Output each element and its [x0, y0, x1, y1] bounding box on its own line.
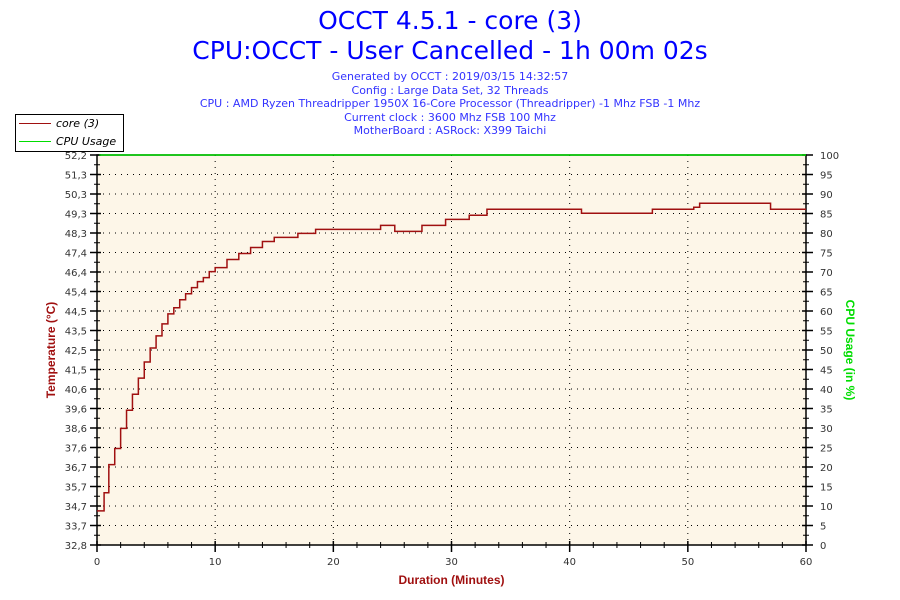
legend-label-core: core (3) — [56, 117, 100, 130]
x-axis-label: Duration (Minutes) — [399, 573, 505, 587]
y2-tick-label: 0 — [820, 541, 826, 552]
y-tick-label: 41,5 — [65, 366, 87, 377]
info-config: Config : Large Data Set, 32 Threads — [351, 83, 549, 97]
y-tick-label: 43,5 — [65, 327, 87, 338]
y-tick-label: 37,6 — [65, 444, 87, 455]
y2-tick-label: 60 — [820, 307, 833, 318]
y2-tick-label: 45 — [820, 366, 833, 377]
y-tick-label: 51,3 — [65, 171, 87, 182]
legend: core (3) CPU Usage — [15, 114, 124, 152]
y2-tick-label: 5 — [820, 522, 826, 533]
system-info: Generated by OCCT : 2019/03/15 14:32:57 … — [0, 70, 900, 138]
y2-tick-label: 65 — [820, 288, 833, 299]
legend-swatch-cpu-usage — [19, 141, 51, 142]
y-tick-label: 36,7 — [65, 463, 87, 474]
y2-tick-label: 95 — [820, 171, 833, 182]
y-tick-label: 52,2 — [65, 151, 87, 162]
y-tick-label: 50,3 — [65, 190, 87, 201]
y-tick-label: 45,4 — [65, 288, 87, 299]
y-tick-label: 42,5 — [65, 346, 87, 357]
chart-subtitle: CPU:OCCT - User Cancelled - 1h 00m 02s — [192, 36, 708, 65]
y2-tick-label: 25 — [820, 444, 833, 455]
y-tick-label: 33,7 — [65, 522, 87, 533]
y-tick-label: 46,4 — [65, 268, 87, 279]
y2-tick-label: 80 — [820, 229, 833, 240]
info-generated: Generated by OCCT : 2019/03/15 14:32:57 — [331, 70, 569, 83]
y2-tick-label: 20 — [820, 463, 833, 474]
y2-tick-label: 50 — [820, 346, 833, 357]
info-motherboard: MotherBoard : ASRock: X399 Taichi — [353, 124, 547, 137]
x-tick-label: 30 — [445, 557, 458, 568]
y2-tick-label: 15 — [820, 483, 833, 494]
y-tick-label: 34,7 — [65, 502, 87, 513]
y-tick-label: 38,6 — [65, 424, 87, 435]
x-tick-label: 60 — [800, 557, 813, 568]
y2-tick-label: 70 — [820, 268, 833, 279]
y-tick-label: 32,8 — [65, 541, 87, 552]
x-tick-label: 40 — [563, 557, 576, 568]
y-tick-label: 40,6 — [65, 385, 87, 396]
x-tick-label: 20 — [327, 557, 340, 568]
x-tick-label: 10 — [209, 557, 222, 568]
series-core-3-line — [97, 202, 806, 512]
y2-tick-label: 85 — [820, 210, 833, 221]
y2-tick-label: 40 — [820, 385, 833, 396]
y2-tick-label: 30 — [820, 424, 833, 435]
y-axis-label: Temperature (°C) — [44, 302, 58, 399]
y2-tick-label: 55 — [820, 327, 833, 338]
y2-tick-label: 90 — [820, 190, 833, 201]
y2-tick-label: 75 — [820, 249, 833, 260]
y2-tick-label: 35 — [820, 405, 833, 416]
legend-item-core: core (3) — [16, 115, 123, 133]
legend-label-cpu-usage: CPU Usage — [56, 135, 117, 148]
legend-swatch-core — [19, 123, 51, 124]
y-tick-label: 35,7 — [65, 483, 87, 494]
info-cpu: CPU : AMD Ryzen Threadripper 1950X 16-Co… — [199, 97, 701, 110]
y2-tick-label: 100 — [820, 151, 839, 162]
y-tick-label: 48,3 — [65, 229, 87, 240]
y-tick-label: 49,3 — [65, 210, 87, 221]
info-clock: Current clock : 3600 Mhz FSB 100 Mhz — [344, 110, 556, 124]
y2-axis-label: CPU Usage (in %) — [843, 300, 857, 401]
y2-tick-label: 10 — [820, 502, 833, 513]
legend-item-cpu-usage: CPU Usage — [16, 133, 123, 151]
chart-title: OCCT 4.5.1 - core (3) — [318, 6, 582, 35]
y-tick-label: 47,4 — [65, 249, 87, 260]
y-tick-label: 44,5 — [65, 307, 87, 318]
y-tick-label: 39,6 — [65, 405, 87, 416]
x-tick-label: 0 — [94, 557, 100, 568]
x-tick-label: 50 — [681, 557, 694, 568]
